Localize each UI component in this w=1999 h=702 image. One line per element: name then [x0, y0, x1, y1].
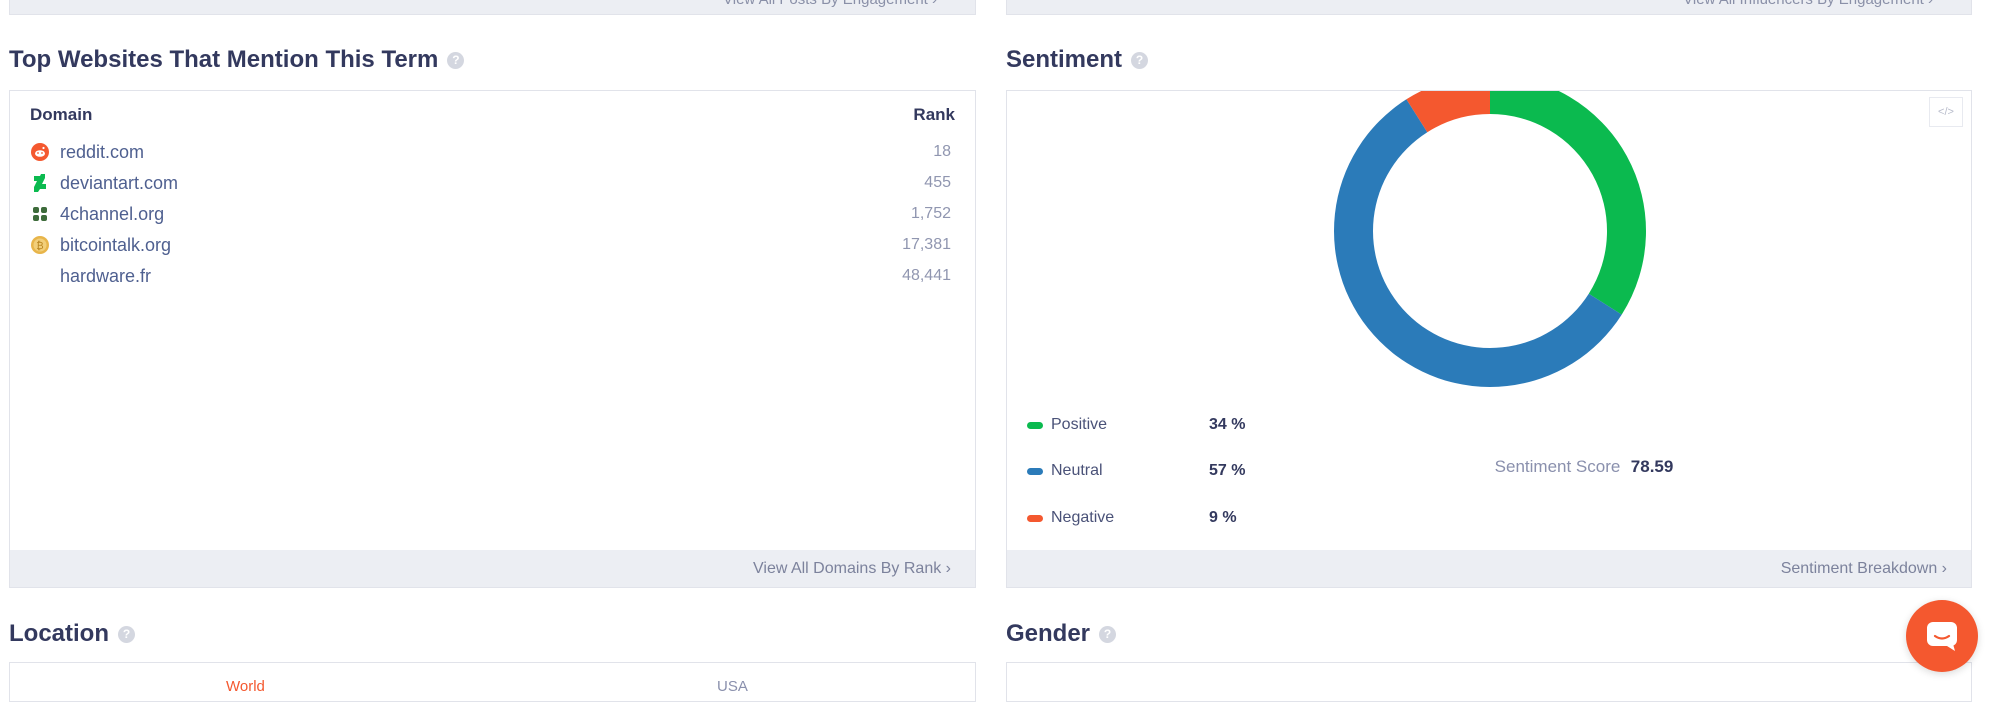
- websites-title-text: Top Websites That Mention This Term: [9, 46, 439, 73]
- sentiment-card: </> Positive 34 % Neutral 57 % Negative …: [1006, 90, 1972, 588]
- websites-section-title: Top Websites That Mention This Term ?: [9, 46, 465, 74]
- blank-favicon: [30, 266, 50, 286]
- sentiment-title-text: Sentiment: [1006, 46, 1123, 73]
- legend-swatch: [1027, 514, 1043, 522]
- location-card: [9, 662, 976, 702]
- help-icon[interactable]: ?: [1131, 51, 1149, 69]
- rank-column-header: Rank: [913, 105, 955, 124]
- websites-card: Domain Rank reddit.com 18 deviantart.com…: [9, 90, 976, 588]
- location-section-title: Location ?: [9, 620, 135, 648]
- view-all-domains-link[interactable]: View All Domains By Rank ›: [753, 560, 951, 577]
- donut-slice-neutral[interactable]: [1334, 99, 1622, 388]
- rank-value: 455: [924, 174, 951, 191]
- svg-text:₿: ₿: [36, 240, 43, 252]
- sentiment-breakdown-link[interactable]: Sentiment Breakdown ›: [1780, 560, 1947, 577]
- domain-link[interactable]: reddit.com: [60, 141, 145, 162]
- chat-icon: [1927, 622, 1957, 651]
- embed-code-button[interactable]: </>: [1929, 97, 1963, 127]
- 4channel-icon: [30, 204, 50, 224]
- legend-swatch: [1027, 421, 1043, 429]
- legend-value: 9 %: [1209, 509, 1237, 526]
- domain-column-header: Domain: [30, 105, 93, 124]
- gender-title-text: Gender: [1006, 620, 1091, 647]
- help-icon[interactable]: ?: [118, 625, 135, 643]
- deviantart-icon: [30, 173, 50, 193]
- help-icon[interactable]: ?: [447, 51, 465, 69]
- legend-item-neutral: Neutral 57 %: [1027, 460, 1245, 482]
- legend-item-positive: Positive 34 %: [1027, 414, 1245, 436]
- legend-label: Negative: [1051, 509, 1115, 526]
- chat-button[interactable]: [1906, 600, 1978, 672]
- legend-value: 57 %: [1209, 462, 1246, 479]
- legend-label: Positive: [1051, 416, 1108, 433]
- table-row[interactable]: ₿ bitcointalk.org 17,381: [30, 233, 951, 257]
- tab-usa[interactable]: USA: [717, 678, 748, 695]
- domain-link[interactable]: 4channel.org: [60, 203, 165, 224]
- donut-slice-negative[interactable]: [1406, 91, 1490, 133]
- rank-value: 18: [933, 143, 951, 160]
- table-row[interactable]: deviantart.com 455: [30, 171, 951, 195]
- donut-slice-positive[interactable]: [1490, 91, 1646, 315]
- previous-card-footer-right: View All Influencers By Engagement ›: [1006, 0, 1972, 15]
- previous-card-footer-left: View All Posts By Engagement ›: [9, 0, 976, 15]
- bitcoin-icon: ₿: [30, 235, 50, 255]
- reddit-icon: [30, 142, 50, 162]
- rank-value: 48,441: [902, 267, 951, 284]
- view-all-posts-link[interactable]: View All Posts By Engagement ›: [723, 0, 937, 8]
- table-row[interactable]: hardware.fr 48,441: [30, 264, 951, 288]
- sentiment-score: Sentiment Score 78.59: [1394, 457, 1774, 477]
- sentiment-card-footer: Sentiment Breakdown ›: [1007, 550, 1971, 587]
- legend-label: Neutral: [1051, 462, 1103, 479]
- help-icon[interactable]: ?: [1099, 625, 1117, 643]
- websites-card-footer: View All Domains By Rank ›: [10, 550, 975, 587]
- table-row[interactable]: reddit.com 18: [30, 140, 951, 164]
- sentiment-section-title: Sentiment ?: [1006, 46, 1149, 74]
- legend-item-negative: Negative 9 %: [1027, 507, 1237, 529]
- view-all-influencers-link[interactable]: View All Influencers By Engagement ›: [1683, 0, 1933, 8]
- domain-link[interactable]: bitcointalk.org: [60, 234, 172, 255]
- table-row[interactable]: 4channel.org 1,752: [30, 202, 951, 226]
- location-title-text: Location: [9, 620, 109, 647]
- sentiment-score-label: Sentiment Score: [1494, 457, 1621, 476]
- domain-link[interactable]: deviantart.com: [60, 172, 179, 193]
- rank-value: 1,752: [910, 205, 951, 222]
- domain-link[interactable]: hardware.fr: [60, 265, 152, 286]
- gender-section-title: Gender ?: [1006, 620, 1117, 648]
- sentiment-score-value: 78.59: [1630, 457, 1674, 476]
- sentiment-donut-chart: [1334, 91, 1646, 388]
- legend-swatch: [1027, 467, 1043, 475]
- legend-value: 34 %: [1209, 416, 1246, 433]
- gender-card: [1006, 662, 1972, 702]
- tab-world[interactable]: World: [226, 678, 265, 695]
- rank-value: 17,381: [902, 236, 951, 253]
